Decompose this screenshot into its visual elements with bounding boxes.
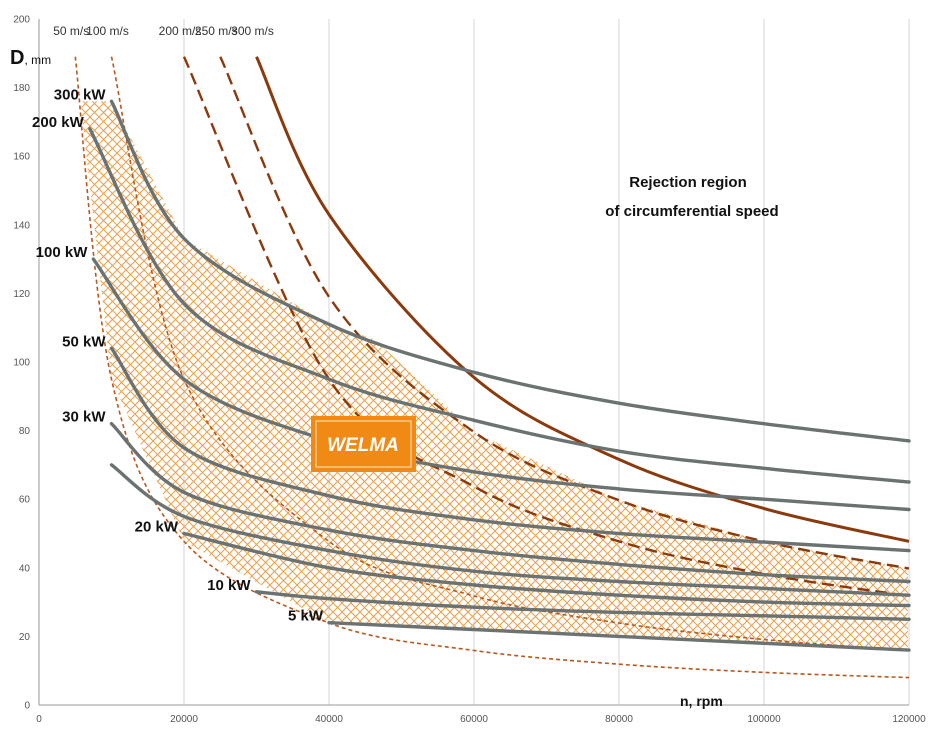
- power-line-20-kw: [182, 531, 911, 608]
- y-axis-title: D, mm: [10, 47, 51, 69]
- power-line-10-kw: [254, 590, 911, 621]
- power-lines: [88, 99, 911, 652]
- y-tick-label: 80: [19, 426, 31, 437]
- power-label-200-kw: 200 kW: [32, 114, 85, 131]
- y-tick-label: 0: [24, 701, 30, 712]
- axes: [38, 19, 909, 706]
- x-axis-title: n, rpm: [680, 693, 723, 709]
- power-label-5-kw: 5 kW: [288, 608, 324, 625]
- speed-line-200-m-s: [182, 56, 910, 598]
- y-tick-label: 180: [13, 83, 30, 94]
- x-tick-label: 80000: [605, 714, 633, 725]
- y-tick-label: 160: [13, 152, 30, 163]
- x-tick-label: 120000: [892, 714, 926, 725]
- region-label-line-2: of circumferential speed: [605, 203, 778, 220]
- y-tick-label: 120: [13, 289, 30, 300]
- power-labels: 300 kW 200 kW 100 kW 50 kW 30 kW 20 kW 10 kW 5 …: [32, 86, 324, 624]
- y-tick-label: 20: [19, 632, 31, 643]
- y-tick-label: 60: [19, 495, 31, 506]
- hatched-area: [81, 101, 908, 651]
- speed-label-50-m-s: 50 m/s: [53, 24, 89, 38]
- speed-label-300-m-s: 300 m/s: [231, 24, 274, 38]
- power-line-300-kw: [109, 99, 911, 443]
- speed-label-100-m-s: 100 m/s: [86, 24, 129, 38]
- y-axis-title-main: D: [10, 47, 24, 69]
- x-tick-label: 20000: [170, 714, 198, 725]
- power-line-50-kw: [109, 346, 911, 553]
- speed-label-250-m-s: 250 m/s: [195, 24, 238, 38]
- speed-line-300-m-s: [255, 56, 910, 543]
- power-line-unlabeled-5: [109, 463, 911, 597]
- tick-labels: 0 20000 40000 60000 80000 100000 120000 0 20 40 60…: [13, 15, 926, 726]
- y-tick-label: 40: [19, 563, 31, 574]
- power-line-30-kw: [109, 422, 911, 584]
- brand-badge-background: [311, 416, 416, 472]
- x-tick-label: 0: [36, 714, 42, 725]
- power-label-100-kw: 100 kW: [36, 244, 89, 261]
- y-axis-title-unit: , mm: [24, 53, 51, 67]
- power-line-100-kw: [91, 257, 911, 512]
- brand-badge-inner-frame: [315, 420, 412, 468]
- x-tick-label: 40000: [315, 714, 343, 725]
- y-tick-label: 140: [13, 220, 30, 231]
- power-label-30-kw: 30 kW: [62, 409, 106, 426]
- power-label-50-kw: 50 kW: [62, 333, 106, 350]
- hatched-operating-region: [81, 101, 908, 651]
- grid: [183, 19, 910, 705]
- y-tick-label: 100: [13, 358, 30, 369]
- power-line-5-kw: [327, 621, 911, 652]
- speed-line-50-m-s: [74, 56, 910, 679]
- power-label-10-kw: 10 kW: [207, 577, 251, 594]
- x-tick-label: 60000: [460, 714, 488, 725]
- region-label-line-1: Rejection region: [629, 174, 747, 191]
- x-tick-label: 100000: [747, 714, 781, 725]
- power-label-300-kw: 300 kW: [54, 86, 107, 103]
- power-line-200-kw: [88, 127, 911, 484]
- speed-label-200-m-s: 200 m/s: [159, 24, 202, 38]
- power-label-20-kw: 20 kW: [135, 519, 179, 536]
- brand-label: WELMA: [327, 435, 399, 456]
- y-tick-label: 200: [13, 15, 30, 26]
- brand-badge: WELMA: [311, 416, 416, 472]
- speed-line-100-m-s: [110, 56, 910, 652]
